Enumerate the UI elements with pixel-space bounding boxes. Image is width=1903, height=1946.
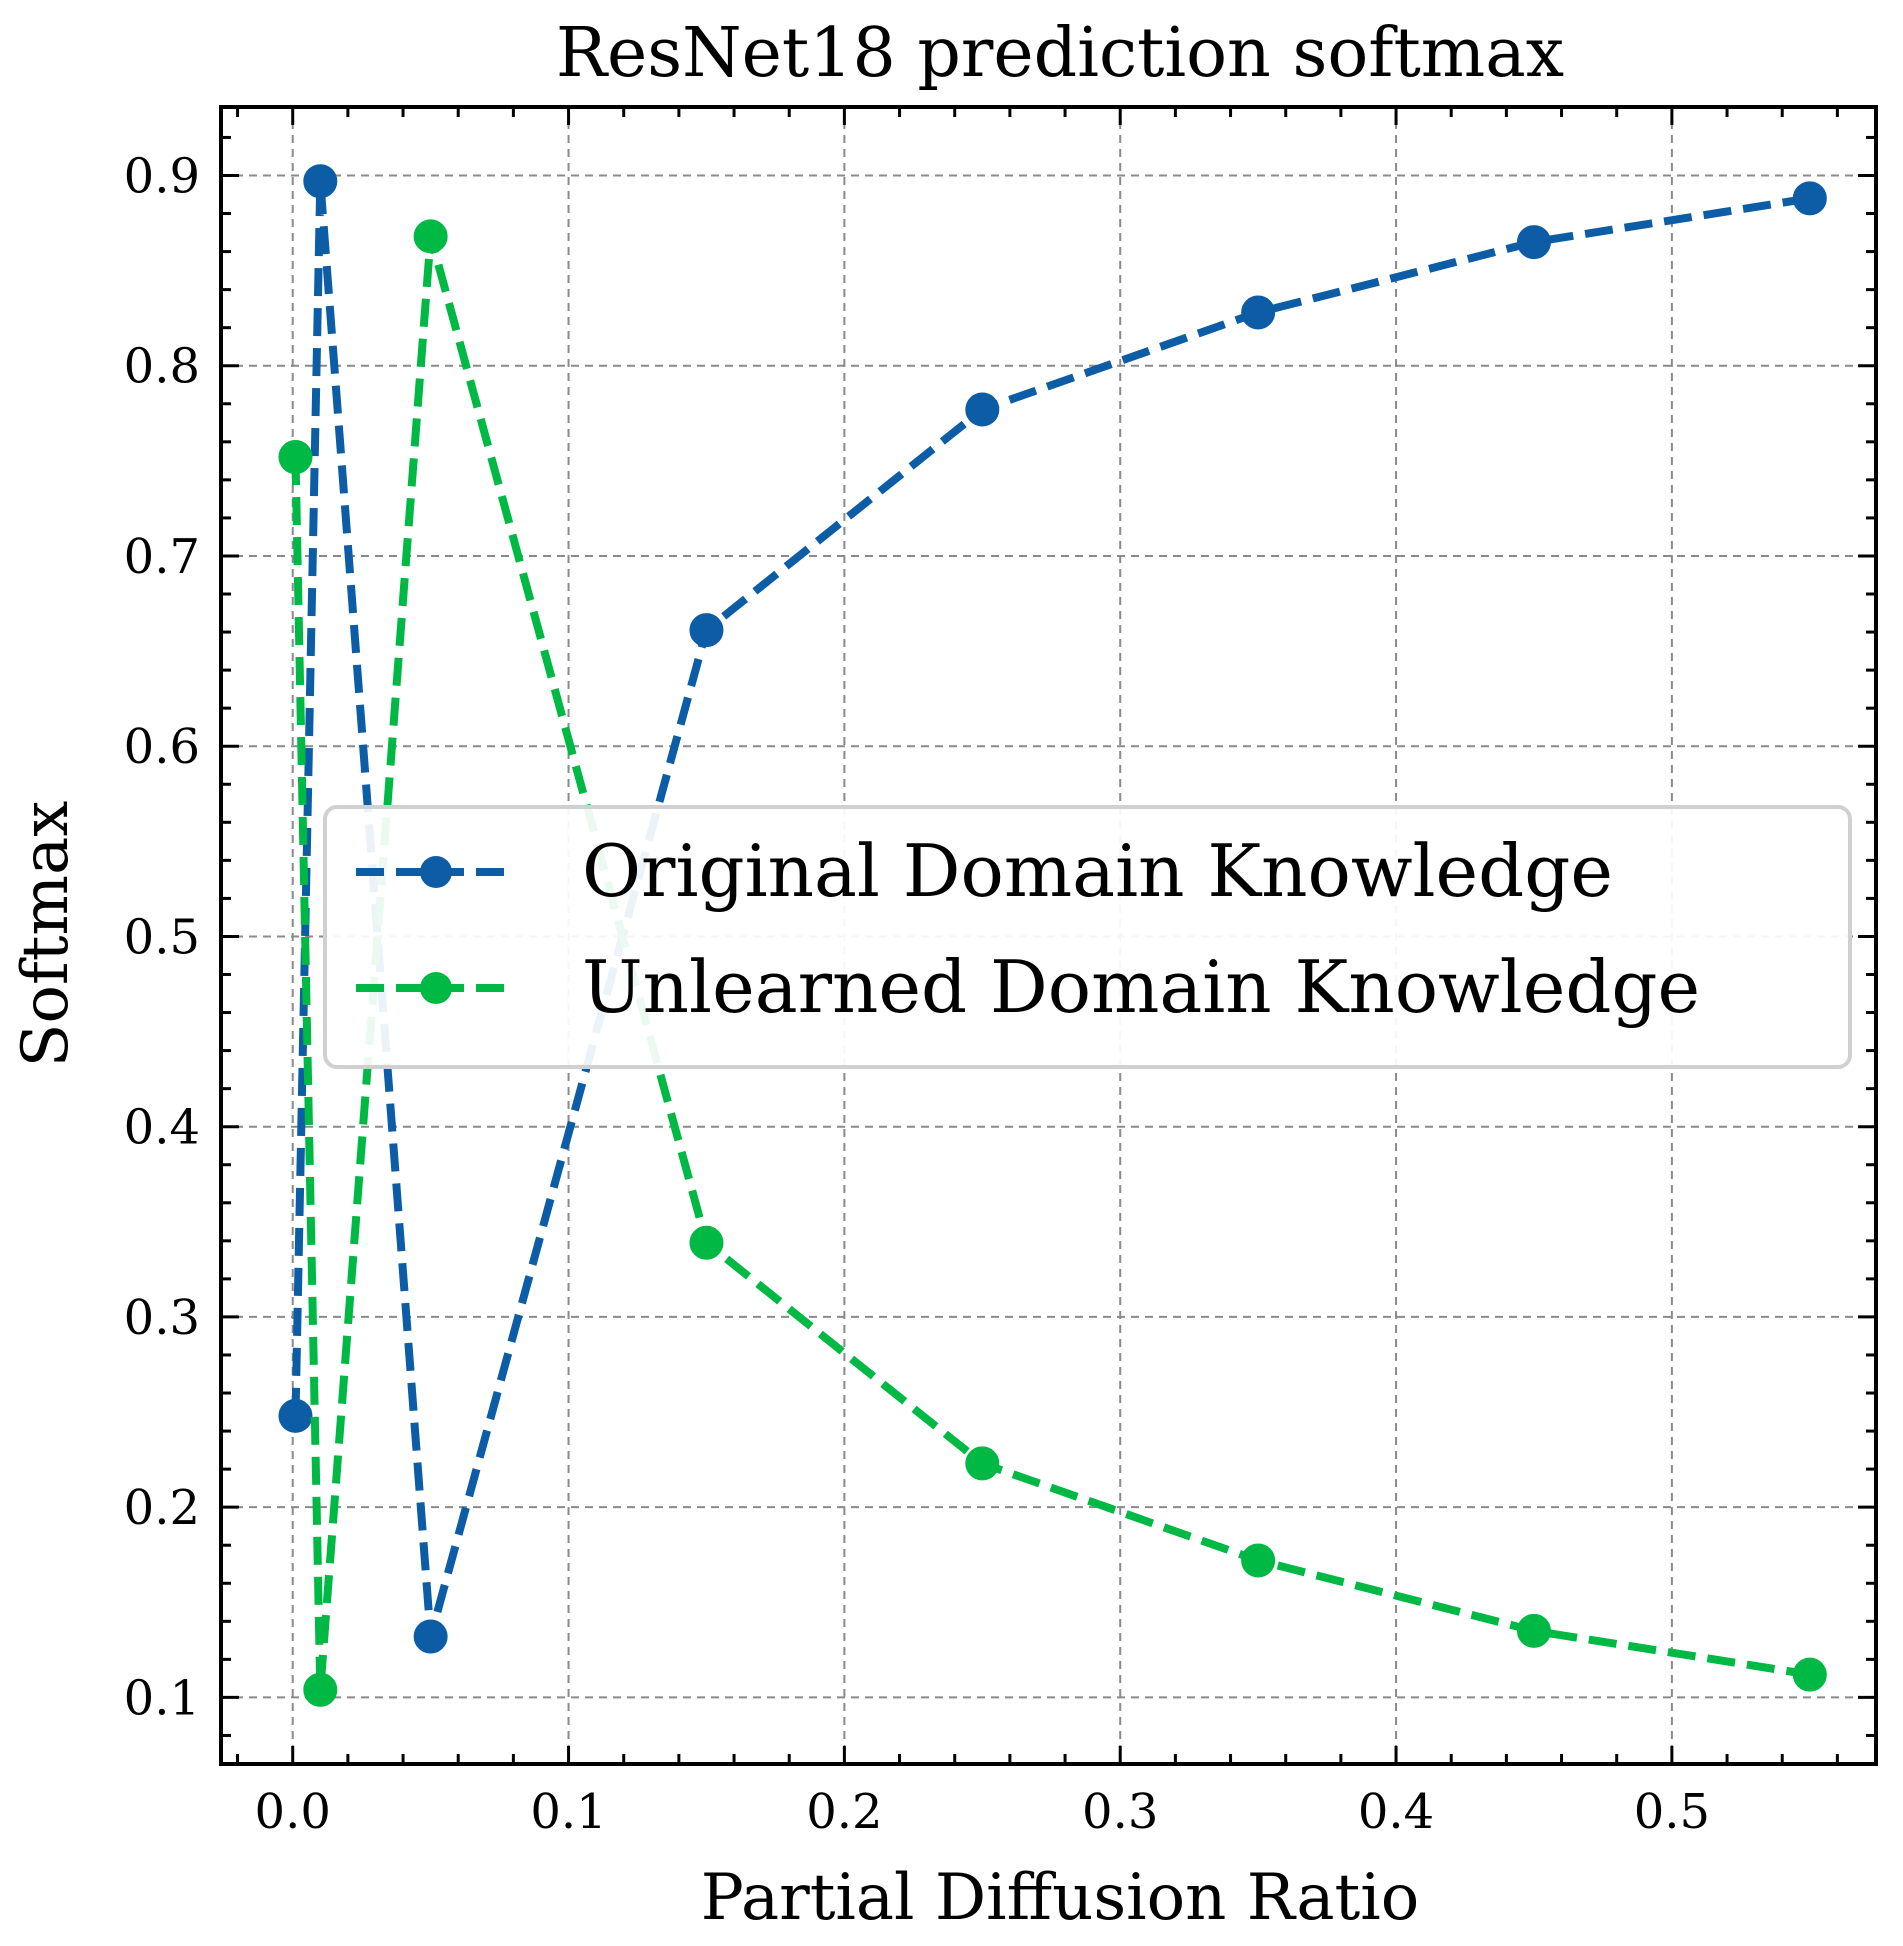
y-tick-label: 0.4 xyxy=(124,1100,200,1156)
unlearned-domain-knowledge-point xyxy=(1516,1613,1551,1648)
data-series xyxy=(278,164,1827,1707)
x-tick-label: 0.3 xyxy=(1082,1784,1158,1840)
y-axis-label: Softmax xyxy=(9,801,83,1068)
unlearned-domain-knowledge-point xyxy=(278,440,313,475)
legend-box xyxy=(323,805,1852,1069)
unlearned-domain-knowledge-point xyxy=(303,1672,338,1707)
original-domain-knowledge-line xyxy=(291,177,1811,1641)
unlearned-legend-label: Unlearned Domain Knowledge xyxy=(582,945,1700,1029)
unlearned-domain-knowledge-point xyxy=(689,1225,724,1260)
original-legend-label: Original Domain Knowledge xyxy=(582,829,1613,913)
unlearned-legend-marker xyxy=(420,972,452,1004)
chart-title: ResNet18 prediction softmax xyxy=(556,14,1564,93)
original-domain-knowledge-point xyxy=(413,1619,448,1654)
unlearned-domain-knowledge-point xyxy=(965,1446,1000,1481)
x-tick-label: 0.2 xyxy=(806,1784,882,1840)
x-tick-label: 0.4 xyxy=(1358,1784,1434,1840)
y-tick-label: 0.5 xyxy=(124,909,200,965)
original-domain-knowledge-point xyxy=(965,392,1000,427)
original-domain-knowledge-point xyxy=(1241,295,1276,330)
y-tick-label: 0.6 xyxy=(124,719,200,775)
unlearned-domain-knowledge-point xyxy=(1241,1543,1276,1578)
y-tick-label: 0.9 xyxy=(124,148,200,204)
original-legend-marker xyxy=(420,856,452,888)
original-domain-knowledge-point xyxy=(1792,181,1827,216)
unlearned-domain-knowledge-point xyxy=(413,219,448,254)
original-domain-knowledge-point xyxy=(1516,225,1551,260)
original-domain-knowledge-point xyxy=(278,1398,313,1433)
x-tick-label: 0.0 xyxy=(255,1784,331,1840)
x-tick-label: 0.1 xyxy=(530,1784,606,1840)
unlearned-domain-knowledge-line xyxy=(291,232,1811,1694)
plot-frame xyxy=(219,105,1878,1766)
y-tick-label: 0.8 xyxy=(124,339,200,395)
y-tick-label: 0.2 xyxy=(124,1480,200,1536)
y-tick-label: 0.7 xyxy=(124,529,200,585)
y-tick-label: 0.1 xyxy=(124,1670,200,1726)
original-domain-knowledge-point xyxy=(689,613,724,648)
unlearned-domain-knowledge-point xyxy=(1792,1657,1827,1692)
x-tick-label: 0.5 xyxy=(1634,1784,1710,1840)
legend: Original Domain Knowledge Unlearned Domai… xyxy=(323,805,1852,1069)
y-tick-label: 0.3 xyxy=(124,1290,200,1346)
x-axis-label: Partial Diffusion Ratio xyxy=(701,1861,1420,1935)
original-domain-knowledge-point xyxy=(303,164,338,199)
